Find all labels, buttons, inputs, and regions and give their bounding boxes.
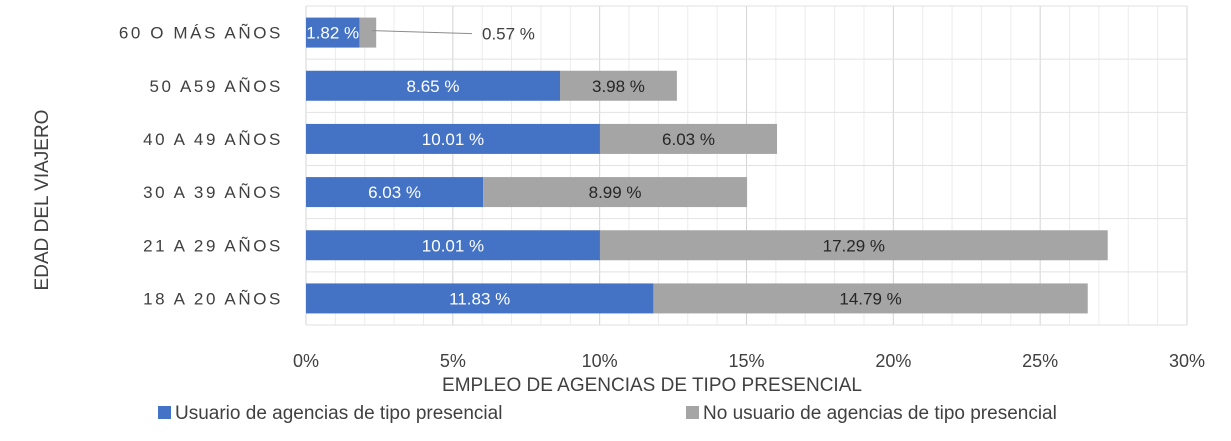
bar-usuario xyxy=(306,230,600,261)
x-tick-label: 5% xyxy=(440,351,466,371)
x-tick-labels: 0% 5% 10% 15% 20% 25% 30% xyxy=(293,351,1205,371)
data-label-usuario: 6.03 % xyxy=(368,183,421,202)
category-label: 50 A59 AÑOS xyxy=(149,77,283,96)
x-axis-title: EMPLEO DE AGENCIAS DE TIPO PRESENCIAL xyxy=(442,375,862,396)
x-tick-label: 25% xyxy=(1022,351,1058,371)
data-label-no-usuario: 8.99 % xyxy=(589,183,642,202)
bar-usuario xyxy=(306,177,484,208)
bar-usuario xyxy=(306,283,654,314)
bar-no-usuario xyxy=(560,70,677,101)
bar-no-usuario xyxy=(483,177,748,208)
x-tick-label: 20% xyxy=(875,351,911,371)
data-label-usuario: 8.65 % xyxy=(407,77,460,96)
bar-no-usuario xyxy=(599,230,1108,261)
data-label-usuario: 11.83 % xyxy=(449,289,510,308)
data-labels: 1.82 % 0.57 % 8.65 % 3.98 % 10.01 % 6.03 % 6.0… xyxy=(306,24,902,309)
data-label-usuario: 1.82 % xyxy=(306,24,359,43)
legend-swatch xyxy=(686,406,699,419)
legend-label: No usuario de agencias de tipo presencia… xyxy=(703,403,1057,424)
x-tick-label: 10% xyxy=(582,351,618,371)
data-label-no-usuario: 3.98 % xyxy=(592,77,645,96)
data-label-no-usuario: 6.03 % xyxy=(662,130,715,149)
leader-line xyxy=(372,30,473,35)
legend-swatch xyxy=(158,406,171,419)
bar-usuario xyxy=(306,17,360,48)
x-tick-label: 15% xyxy=(728,351,764,371)
legend-label: Usuario de agencias de tipo presencial xyxy=(175,403,502,424)
bar-no-usuario xyxy=(359,17,377,48)
bar-usuario xyxy=(306,70,561,101)
grid xyxy=(305,5,1188,326)
bar-no-usuario xyxy=(599,123,778,154)
category-label: 60 O MÁS AÑOS xyxy=(119,24,283,43)
data-label-usuario: 10.01 % xyxy=(422,236,484,255)
y-axis-title: EDAD DEL VIAJERO xyxy=(32,110,53,291)
data-label-no-usuario: 17.29 % xyxy=(823,236,885,255)
category-label: 30 A 39 AÑOS xyxy=(143,183,283,202)
category-label: 18 A 20 AÑOS xyxy=(143,289,283,308)
bars xyxy=(306,17,1108,314)
data-label-no-usuario: 14.79 % xyxy=(839,289,901,308)
category-labels: 60 O MÁS AÑOS 50 A59 AÑOS 40 A 49 AÑOS 30 A… xyxy=(119,24,283,309)
bar-usuario xyxy=(306,123,600,154)
x-tick-label: 0% xyxy=(293,351,319,371)
legend: Usuario de agencias de tipo presencial No… xyxy=(158,403,1057,424)
category-label: 21 A 29 AÑOS xyxy=(143,236,283,255)
x-tick-label: 30% xyxy=(1169,351,1205,371)
data-label-no-usuario: 0.57 % xyxy=(482,25,535,44)
bar-no-usuario xyxy=(653,283,1088,314)
data-label-usuario: 10.01 % xyxy=(422,130,484,149)
category-label: 40 A 49 AÑOS xyxy=(143,130,283,149)
